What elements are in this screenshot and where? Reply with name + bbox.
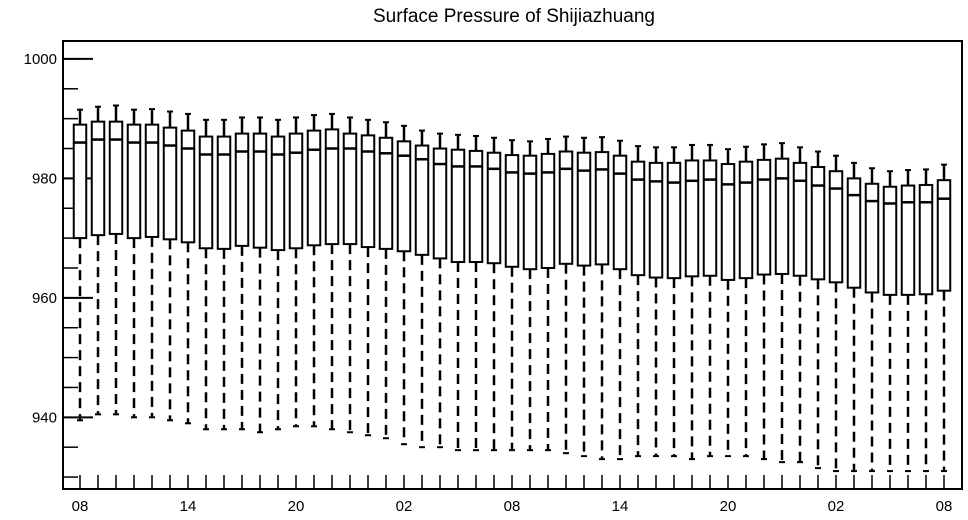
box xyxy=(450,148,466,264)
box xyxy=(198,135,214,250)
box xyxy=(180,129,196,244)
box xyxy=(432,147,448,260)
box xyxy=(576,151,592,267)
box xyxy=(900,184,916,296)
y-tick-label: 960 xyxy=(32,290,57,307)
box xyxy=(936,179,952,292)
box xyxy=(630,160,646,277)
box xyxy=(468,149,484,264)
x-ticks xyxy=(79,475,945,489)
box xyxy=(216,135,232,250)
box xyxy=(648,161,664,279)
box xyxy=(720,163,736,281)
box xyxy=(306,129,322,247)
box xyxy=(162,126,178,241)
box xyxy=(810,166,826,281)
x-tick-label: 14 xyxy=(180,498,197,515)
box xyxy=(918,183,934,296)
box xyxy=(342,132,358,246)
box xyxy=(540,152,556,269)
box xyxy=(126,123,142,240)
box xyxy=(378,136,394,250)
box xyxy=(324,128,340,246)
box xyxy=(252,132,268,249)
box xyxy=(666,161,682,280)
y-minor-ticks xyxy=(63,58,78,478)
x-tick-labels: 08 14 20 02 08 14 20 02 08 xyxy=(72,498,953,515)
x-tick-label: 02 xyxy=(396,498,413,515)
box xyxy=(234,132,250,247)
box xyxy=(486,151,502,265)
box xyxy=(882,185,898,296)
y-tick-label: 980 xyxy=(32,170,57,187)
y-tick-label: 940 xyxy=(32,409,57,426)
box xyxy=(396,140,412,253)
box xyxy=(288,132,304,250)
x-tick-label: 14 xyxy=(612,498,629,515)
box xyxy=(360,134,376,249)
box xyxy=(702,159,718,277)
box xyxy=(594,151,610,266)
box xyxy=(504,154,520,268)
box xyxy=(270,135,286,252)
x-tick-label: 02 xyxy=(828,498,845,515)
box xyxy=(612,154,628,271)
box xyxy=(756,158,772,276)
y-tick-labels: 940 960 980 1000 xyxy=(24,51,57,426)
box xyxy=(108,120,124,235)
x-tick-label: 08 xyxy=(72,498,89,515)
y-tick-label: 1000 xyxy=(24,51,57,68)
box xyxy=(864,182,880,294)
box xyxy=(522,154,538,271)
box xyxy=(414,144,430,256)
box xyxy=(558,150,574,265)
box xyxy=(774,157,790,275)
box xyxy=(90,120,106,237)
box xyxy=(72,123,88,240)
boxes xyxy=(72,120,952,296)
chart-title: Surface Pressure of Shijiazhuang xyxy=(373,6,655,27)
box xyxy=(144,123,160,238)
x-tick-label: 08 xyxy=(504,498,521,515)
x-tick-label: 20 xyxy=(288,498,305,515)
x-tick-label: 20 xyxy=(720,498,737,515)
box xyxy=(792,161,808,277)
whiskers xyxy=(77,104,947,473)
x-tick-label: 08 xyxy=(936,498,953,515)
box xyxy=(738,160,754,280)
box xyxy=(828,170,844,284)
box xyxy=(846,177,862,289)
box xyxy=(684,159,700,278)
